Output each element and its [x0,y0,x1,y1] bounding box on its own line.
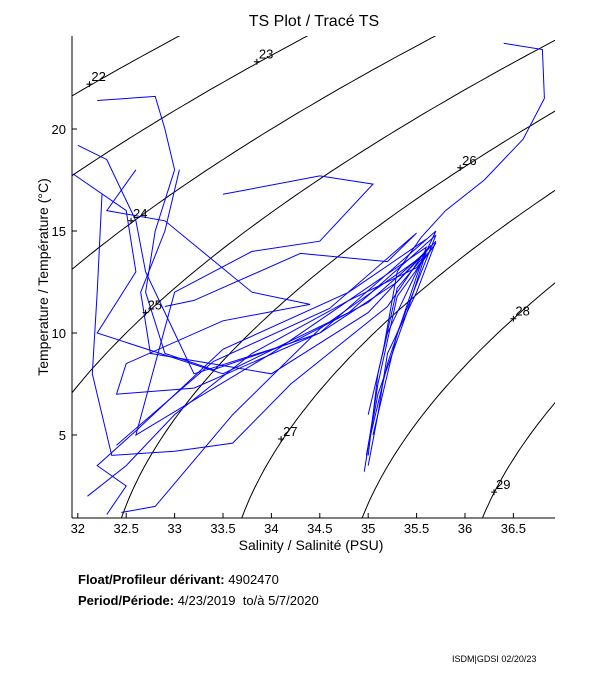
density-contour-28 [361,282,555,518]
x-axis-label: Salinity / Salinité (PSU) [239,537,384,553]
float-label: Float/Profileur dérivant: [78,572,225,587]
density-contour-25 [72,39,555,394]
contour-label: 22 [91,69,105,84]
contour-label-marker [253,58,260,65]
float-info: Float/Profileur dérivant: 4902470 [78,572,279,587]
y-tick-label: 10 [52,326,66,341]
contour-label: 28 [515,304,529,319]
contour-label: 23 [259,47,273,62]
density-contour-22 [72,36,181,97]
contour-label: 27 [283,424,297,439]
profile-line [97,95,437,466]
contour-label-marker [128,217,135,224]
profile-line [140,169,432,375]
profile-line [116,232,417,446]
profile-line [91,194,427,456]
period-start: 4/23/2019 [177,593,236,608]
density-contour-29 [481,401,555,518]
period-info: Period/Période: 4/23/2019 to/à 5/7/2020 [78,593,319,608]
density-contour-23 [72,36,309,177]
contour-label: 26 [462,153,476,168]
profile-line [77,144,428,456]
y-tick-label: 20 [52,122,66,137]
contour-label: 25 [148,298,162,313]
profile-line [135,175,428,446]
y-tick-label: 5 [59,428,66,443]
contour-label-marker [278,436,285,443]
chart-title: TS Plot / Tracé TS [249,13,379,30]
x-tick-label: 34.5 [307,521,332,536]
profile-line [121,252,427,513]
density-contour-27 [241,189,555,518]
density-contour-24 [72,36,437,270]
y-tick-label: 15 [52,224,66,239]
float-value: 4902470 [228,572,279,587]
period-end: 5/7/2020 [268,593,319,608]
x-tick-label: 35.5 [404,521,429,536]
period-sep: to/à [242,593,265,608]
x-tick-label: 35 [361,521,375,536]
contour-label-marker [142,309,149,316]
x-tick-label: 36.5 [501,521,526,536]
contour-label-marker [457,164,464,171]
contour-label-marker [491,489,498,496]
contour-label-marker [86,81,93,88]
contour-label: 29 [496,477,510,492]
footer-credit: ISDM|GDSI 02/20/23 [452,654,537,664]
x-tick-label: 32.5 [114,521,139,536]
contour-label-marker [510,315,517,322]
x-tick-label: 32 [71,521,85,536]
profile-line [105,169,437,415]
x-tick-label: 36 [458,521,472,536]
y-axis-label: Temperature / Température (°C) [35,178,51,376]
x-tick-label: 33 [167,521,181,536]
period-label: Period/Période: [78,593,175,608]
density-contour-26 [120,110,555,518]
contour-label: 24 [133,206,147,221]
x-tick-label: 34 [264,521,278,536]
profile-line [382,42,545,354]
x-tick-label: 33.5 [210,521,235,536]
profile-line [72,173,437,436]
